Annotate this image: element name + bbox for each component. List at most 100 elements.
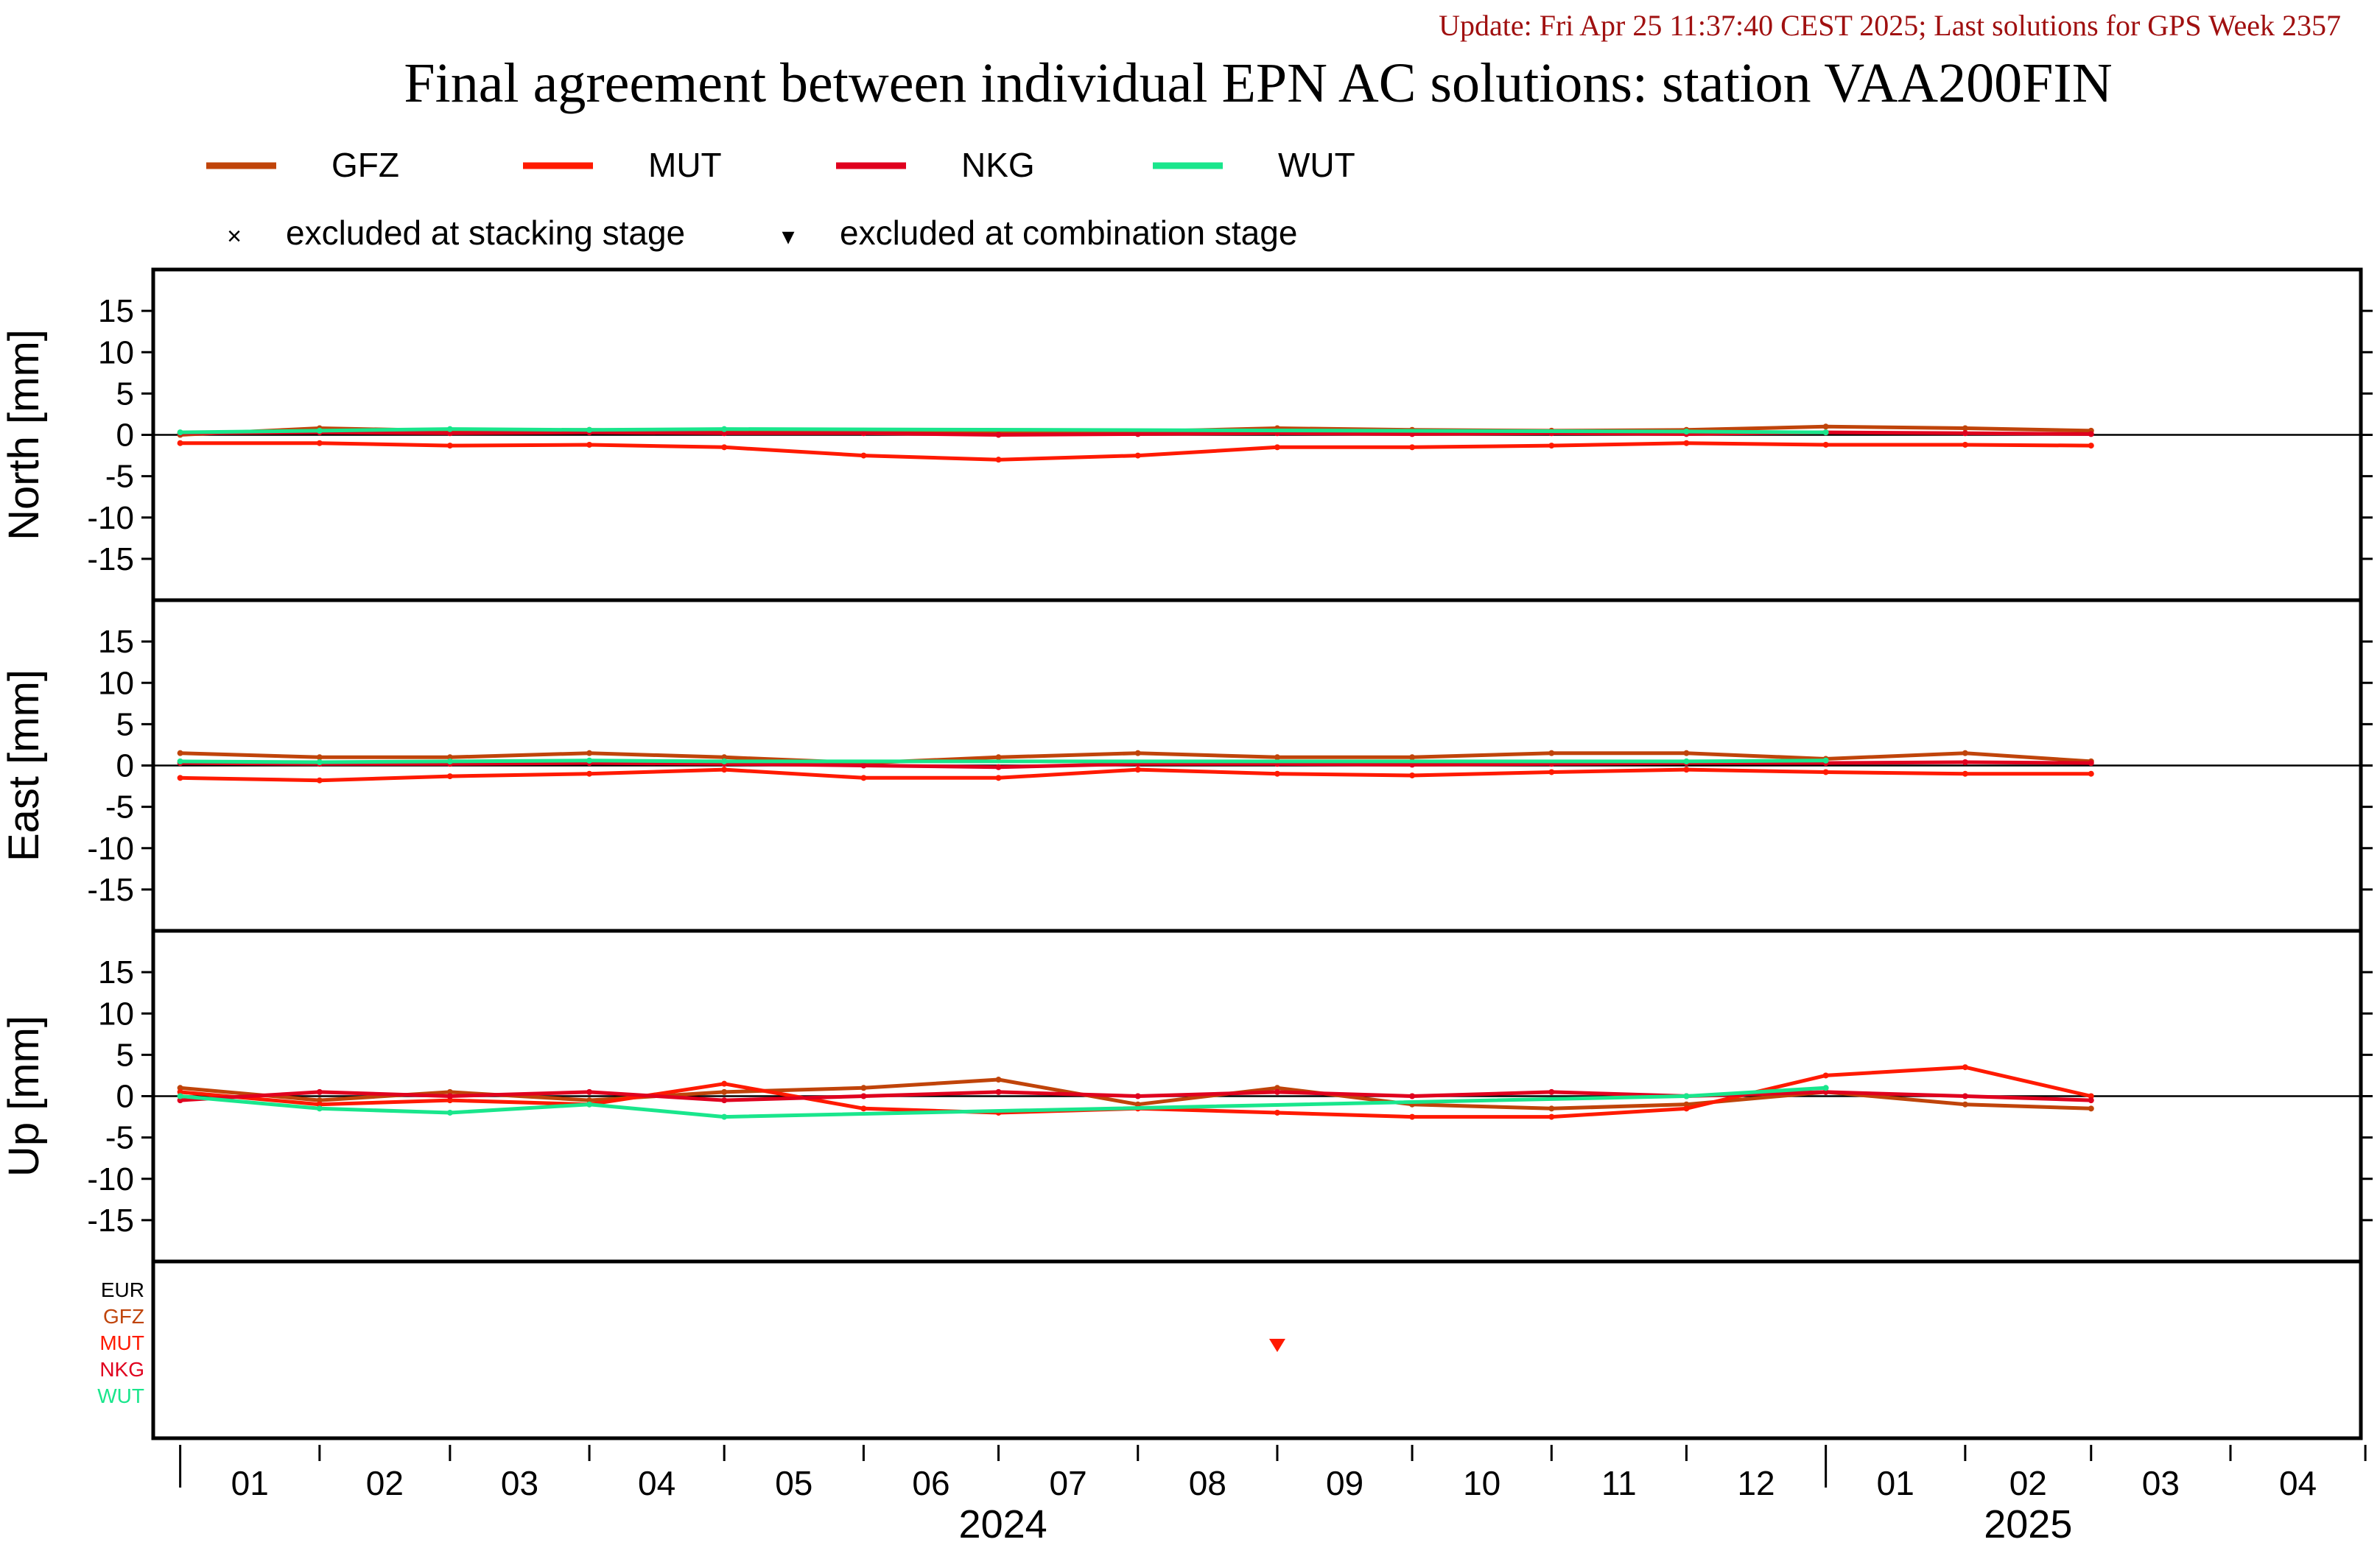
data-point-wut xyxy=(721,758,728,764)
data-point-gfz xyxy=(721,754,728,761)
time-axis: 01 02 03 04 05 06 07 08 09 10 11 12 01 02 03 04 2024 2025 xyxy=(179,1445,2367,1545)
data-point-mut xyxy=(1683,1105,1690,1112)
y-tick-label: -15 xyxy=(87,1203,134,1239)
data-point-gfz xyxy=(2088,1105,2094,1112)
data-point-wut xyxy=(177,429,183,436)
data-point-mut xyxy=(586,441,593,448)
data-point-mut xyxy=(1409,772,1416,778)
data-point-nkg xyxy=(1962,759,1968,766)
data-point-nkg xyxy=(721,430,728,437)
data-point-wut xyxy=(177,758,183,764)
data-point-nkg xyxy=(860,430,867,437)
data-point-gfz xyxy=(721,1088,728,1095)
y-tick-label: 5 xyxy=(116,376,134,412)
data-point-nkg xyxy=(2088,431,2094,437)
data-point-gfz xyxy=(1409,754,1416,761)
update-line: Update: Fri Apr 25 11:37:40 CEST 2025; L… xyxy=(1439,9,2341,42)
data-point-nkg xyxy=(316,1088,323,1095)
legend-marker-symbol-1: ▾ xyxy=(782,222,794,250)
data-point-gfz xyxy=(1274,1085,1280,1091)
data-point-mut xyxy=(1134,767,1141,773)
data-point-gfz xyxy=(1683,1101,1690,1108)
y-tick-label: -10 xyxy=(87,500,134,536)
data-point-wut xyxy=(1683,758,1690,764)
data-point-mut xyxy=(177,1088,183,1095)
data-point-nkg xyxy=(446,1093,453,1099)
legend-label-gfz: GFZ xyxy=(331,146,399,184)
data-point-nkg xyxy=(860,762,867,769)
month-tick-label: 03 xyxy=(2142,1464,2180,1502)
exclusion-row-label-nkg: NKG xyxy=(99,1358,144,1381)
data-point-gfz xyxy=(586,1097,593,1104)
panel-3: 15 10 5 0 -5 -10 -15 Up [mm] xyxy=(0,929,2373,1264)
y-tick-label: 15 xyxy=(98,293,134,329)
data-point-mut xyxy=(177,440,183,446)
y-tick-label: 10 xyxy=(98,996,134,1032)
data-point-wut xyxy=(446,426,453,432)
data-point-gfz xyxy=(316,1097,323,1104)
data-point-mut xyxy=(316,440,323,446)
data-point-gfz xyxy=(1962,1101,1968,1108)
month-tick-label: 01 xyxy=(231,1464,269,1502)
data-point-wut xyxy=(1683,429,1690,435)
panel-2: 15 10 5 0 -5 -10 -15 East [mm] xyxy=(0,598,2373,933)
data-point-wut xyxy=(316,427,323,434)
data-point-wut xyxy=(586,757,593,764)
data-point-nkg xyxy=(860,1093,867,1099)
y-tick-label: -10 xyxy=(87,831,134,867)
data-point-gfz xyxy=(995,754,1002,761)
data-point-gfz xyxy=(586,750,593,756)
y-tick-label: -5 xyxy=(105,1120,134,1156)
data-point-wut xyxy=(446,758,453,764)
data-point-wut xyxy=(586,426,593,433)
month-tick-label: 05 xyxy=(775,1464,812,1502)
legend-marker-symbol-0: × xyxy=(227,222,242,250)
data-point-nkg xyxy=(1822,1088,1829,1095)
data-point-mut xyxy=(1409,444,1416,451)
data-point-mut xyxy=(177,775,183,781)
data-point-mut xyxy=(1274,770,1280,777)
exclusion-row-label-gfz: GFZ xyxy=(103,1305,144,1328)
data-point-nkg xyxy=(1134,431,1141,437)
data-point-mut xyxy=(1409,1113,1416,1120)
data-point-mut xyxy=(446,773,453,780)
month-tick-label: 11 xyxy=(1601,1464,1637,1502)
data-point-gfz xyxy=(1548,1105,1555,1112)
y-tick-label: 10 xyxy=(98,334,134,370)
data-point-nkg xyxy=(1134,1093,1141,1099)
month-tick-label: 04 xyxy=(2279,1464,2317,1502)
combination-exclusion-marker xyxy=(1268,1339,1285,1352)
legend: GFZ MUT NKG WUT × excluded at stacking stage ▾… xyxy=(206,146,1355,252)
year-label: 2024 xyxy=(959,1502,1047,1545)
data-point-mut xyxy=(446,1097,453,1104)
data-point-nkg xyxy=(177,1097,183,1104)
plot-panels: 15 10 5 0 -5 -10 -15 North [mm] 15 10 5 0 -5 -10 -15 Ea… xyxy=(0,267,2373,1264)
y-tick-label: 5 xyxy=(116,706,134,742)
data-point-mut xyxy=(1962,770,1968,777)
legend-marker-label-0: excluded at stacking stage xyxy=(286,214,685,252)
month-tick-label: 09 xyxy=(1326,1464,1363,1502)
data-point-mut xyxy=(1822,441,1829,448)
data-point-nkg xyxy=(2088,760,2094,767)
data-point-nkg xyxy=(1962,1093,1968,1099)
data-point-gfz xyxy=(995,1077,1002,1083)
data-point-mut xyxy=(1822,1072,1829,1079)
data-point-gfz xyxy=(1134,1101,1141,1108)
data-point-gfz xyxy=(316,754,323,761)
data-point-mut xyxy=(860,1105,867,1112)
y-tick-label: 15 xyxy=(98,624,134,660)
data-point-nkg xyxy=(586,1088,593,1095)
data-point-mut xyxy=(1822,769,1829,775)
data-point-wut xyxy=(1822,1085,1829,1091)
data-point-mut xyxy=(2088,770,2094,777)
data-point-mut xyxy=(1962,441,1968,448)
data-point-gfz xyxy=(177,1085,183,1091)
data-point-mut xyxy=(721,1080,728,1087)
month-tick-label: 03 xyxy=(501,1464,538,1502)
data-point-mut xyxy=(1548,443,1555,449)
y-tick-label: -15 xyxy=(87,541,134,577)
legend-label-wut: WUT xyxy=(1278,146,1355,184)
data-point-nkg xyxy=(995,432,1002,438)
data-point-mut xyxy=(860,775,867,781)
data-point-mut xyxy=(2088,443,2094,449)
